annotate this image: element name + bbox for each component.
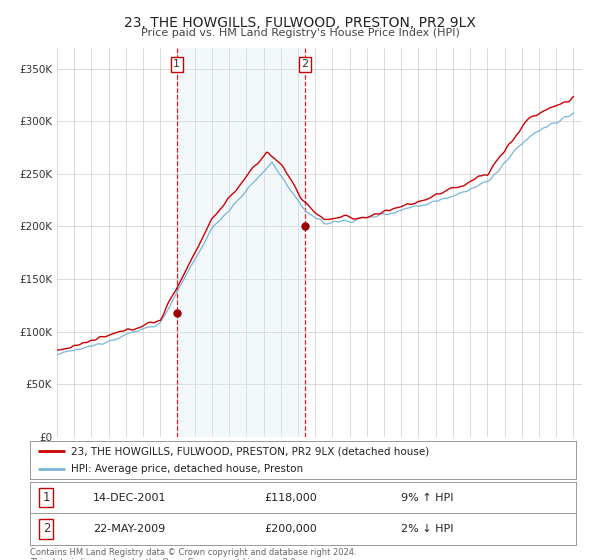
Text: 9% ↑ HPI: 9% ↑ HPI [401, 493, 454, 502]
Text: £118,000: £118,000 [265, 493, 317, 502]
Text: 2: 2 [43, 522, 50, 535]
Text: 2: 2 [301, 59, 308, 69]
Text: 1: 1 [43, 491, 50, 504]
Text: HPI: Average price, detached house, Preston: HPI: Average price, detached house, Pres… [71, 464, 303, 474]
Text: 14-DEC-2001: 14-DEC-2001 [93, 493, 166, 502]
Text: Contains HM Land Registry data © Crown copyright and database right 2024.
This d: Contains HM Land Registry data © Crown c… [30, 548, 356, 560]
Text: 23, THE HOWGILLS, FULWOOD, PRESTON, PR2 9LX (detached house): 23, THE HOWGILLS, FULWOOD, PRESTON, PR2 … [71, 446, 429, 456]
Bar [176, 48, 305, 437]
Text: 2% ↓ HPI: 2% ↓ HPI [401, 524, 454, 534]
Text: Price paid vs. HM Land Registry's House Price Index (HPI): Price paid vs. HM Land Registry's House … [140, 28, 460, 38]
Text: £200,000: £200,000 [265, 524, 317, 534]
Text: 22-MAY-2009: 22-MAY-2009 [93, 524, 165, 534]
Text: 23, THE HOWGILLS, FULWOOD, PRESTON, PR2 9LX: 23, THE HOWGILLS, FULWOOD, PRESTON, PR2 … [124, 16, 476, 30]
Text: 1: 1 [173, 59, 180, 69]
